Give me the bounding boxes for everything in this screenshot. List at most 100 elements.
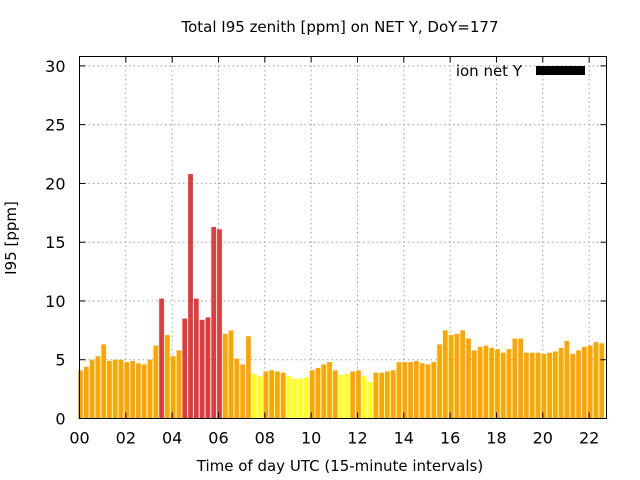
legend-label: ion net Y — [456, 62, 523, 80]
bar — [107, 360, 112, 419]
bar — [136, 363, 141, 419]
bar — [361, 376, 367, 419]
bar — [130, 360, 135, 419]
legend-swatch — [536, 66, 585, 75]
x-tick-label: 08 — [255, 429, 275, 448]
bar — [332, 370, 338, 419]
bar — [234, 358, 240, 419]
bar — [390, 370, 396, 419]
bar — [303, 377, 309, 419]
bar — [321, 364, 327, 419]
x-tick-label: 12 — [347, 429, 367, 448]
bars — [78, 174, 605, 419]
bar — [558, 347, 564, 419]
y-axis-label: I95 [ppm] — [2, 201, 20, 275]
bar — [159, 298, 164, 419]
bar — [286, 376, 292, 419]
bar — [188, 174, 193, 419]
bar — [217, 229, 222, 419]
bar — [367, 382, 373, 419]
bar — [581, 346, 587, 419]
bar — [164, 335, 170, 419]
bar — [402, 362, 408, 419]
bar — [356, 370, 361, 419]
bar — [506, 349, 512, 419]
bar — [466, 338, 471, 419]
bar — [570, 353, 576, 419]
x-tick-label: 02 — [116, 429, 136, 448]
bar — [442, 330, 448, 419]
bar — [83, 366, 89, 419]
bar — [524, 352, 529, 419]
bar — [89, 359, 95, 419]
bar — [298, 378, 303, 419]
bar — [315, 367, 321, 419]
y-tick-label: 25 — [45, 116, 65, 135]
bar — [471, 350, 477, 419]
bar — [460, 330, 466, 419]
bar — [518, 338, 524, 419]
bar — [454, 333, 460, 419]
bar — [222, 333, 228, 419]
bar — [141, 364, 147, 419]
bar — [205, 317, 211, 419]
bar — [275, 371, 280, 419]
bar — [483, 345, 489, 419]
bar — [500, 352, 506, 419]
bar — [448, 335, 454, 419]
bar — [176, 350, 182, 419]
bar — [153, 345, 159, 419]
y-tick-label: 5 — [55, 351, 65, 370]
bar — [535, 352, 541, 419]
bar — [547, 352, 552, 419]
x-tick-label: 22 — [579, 429, 599, 448]
bar — [593, 342, 599, 419]
bar — [414, 360, 419, 419]
bar — [228, 330, 234, 419]
bar — [263, 371, 269, 419]
bar — [489, 347, 495, 419]
bar — [280, 372, 286, 419]
bar — [408, 362, 413, 419]
bar — [431, 362, 437, 419]
x-tick-label: 06 — [208, 429, 228, 448]
bar — [419, 363, 425, 419]
x-tick-label: 10 — [301, 429, 321, 448]
legend: ion net Y — [456, 62, 585, 80]
bar — [437, 344, 442, 419]
y-tick-label: 30 — [45, 57, 65, 76]
bar — [101, 344, 107, 419]
bar — [95, 356, 101, 419]
y-tick-label: 20 — [45, 174, 65, 193]
y-tick-label: 15 — [45, 233, 65, 252]
bar — [541, 353, 547, 419]
plot-frame — [79, 56, 607, 419]
x-tick-labels: 00 02 04 06 08 10 12 14 16 18 20 22 — [69, 429, 599, 448]
bar — [78, 370, 83, 419]
bar — [147, 359, 153, 419]
bar — [118, 359, 124, 419]
bar — [193, 298, 199, 419]
bar — [182, 318, 188, 419]
bar — [350, 371, 356, 419]
bar — [379, 372, 385, 419]
bar — [587, 345, 593, 419]
x-tick-label: 14 — [394, 429, 414, 448]
bar — [385, 371, 390, 419]
bar — [112, 359, 118, 419]
bar — [495, 349, 500, 419]
bar — [269, 370, 274, 419]
bar — [344, 373, 350, 419]
bar — [564, 340, 570, 419]
bar — [425, 364, 431, 419]
bar — [257, 376, 263, 419]
x-axis-label: Time of day UTC (15-minute intervals) — [196, 457, 483, 475]
x-tick-label: 04 — [162, 429, 182, 448]
bar — [576, 350, 581, 419]
bar — [211, 226, 217, 419]
x-tick-label: 16 — [440, 429, 460, 448]
axis-ticks — [79, 56, 607, 419]
bar — [338, 375, 344, 419]
bar — [553, 351, 558, 419]
